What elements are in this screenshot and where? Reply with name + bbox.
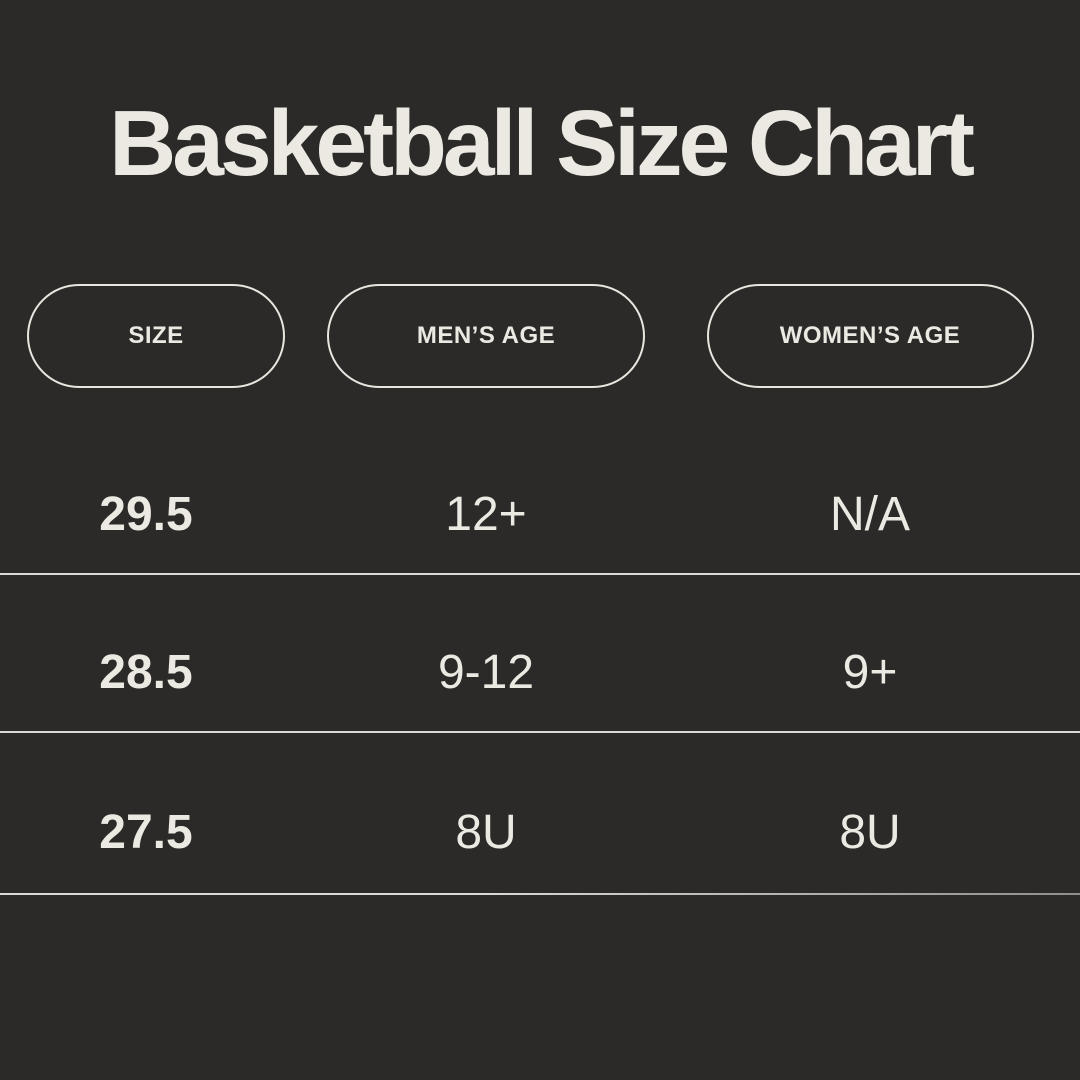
basketball-size-chart-page: Basketball Size Chart SIZE MEN’S AGE WOM… xyxy=(0,92,1080,1080)
column-header-mens-age-pill: MEN’S AGE xyxy=(327,284,645,389)
size-table: 29.5 12+ N/A 28.5 9-12 9+ 27.5 8U 8U xyxy=(0,417,1080,896)
cell-womens-age: N/A xyxy=(829,487,910,541)
cell-size: 27.5 xyxy=(99,805,193,859)
table-row: 28.5 9-12 9+ xyxy=(0,575,1080,734)
table-header: SIZE MEN’S AGE WOMEN’S AGE xyxy=(0,284,1080,389)
cell-size: 29.5 xyxy=(99,487,193,541)
header-col-womens-age: WOMEN’S AGE xyxy=(660,284,1080,389)
column-header-womens-age-label: WOMEN’S AGE xyxy=(779,322,961,350)
column-header-size-label: SIZE xyxy=(128,322,184,350)
page-title: Basketball Size Chart xyxy=(109,91,975,195)
table-row: 29.5 12+ N/A xyxy=(0,417,1080,576)
header-col-size: SIZE xyxy=(0,284,312,389)
table-row: 27.5 8U 8U xyxy=(0,733,1080,896)
cell-size: 28.5 xyxy=(99,645,193,699)
header-col-mens-age: MEN’S AGE xyxy=(312,284,660,389)
cell-mens-age: 8U xyxy=(455,805,517,859)
column-header-mens-age-label: MEN’S AGE xyxy=(416,322,556,350)
cell-mens-age: 12+ xyxy=(445,487,527,541)
cell-womens-age: 8U xyxy=(839,805,901,859)
column-header-size-pill: SIZE xyxy=(27,284,285,389)
cell-mens-age: 9-12 xyxy=(437,645,535,699)
cell-womens-age: 9+ xyxy=(842,645,898,699)
column-header-womens-age-pill: WOMEN’S AGE xyxy=(706,284,1034,389)
